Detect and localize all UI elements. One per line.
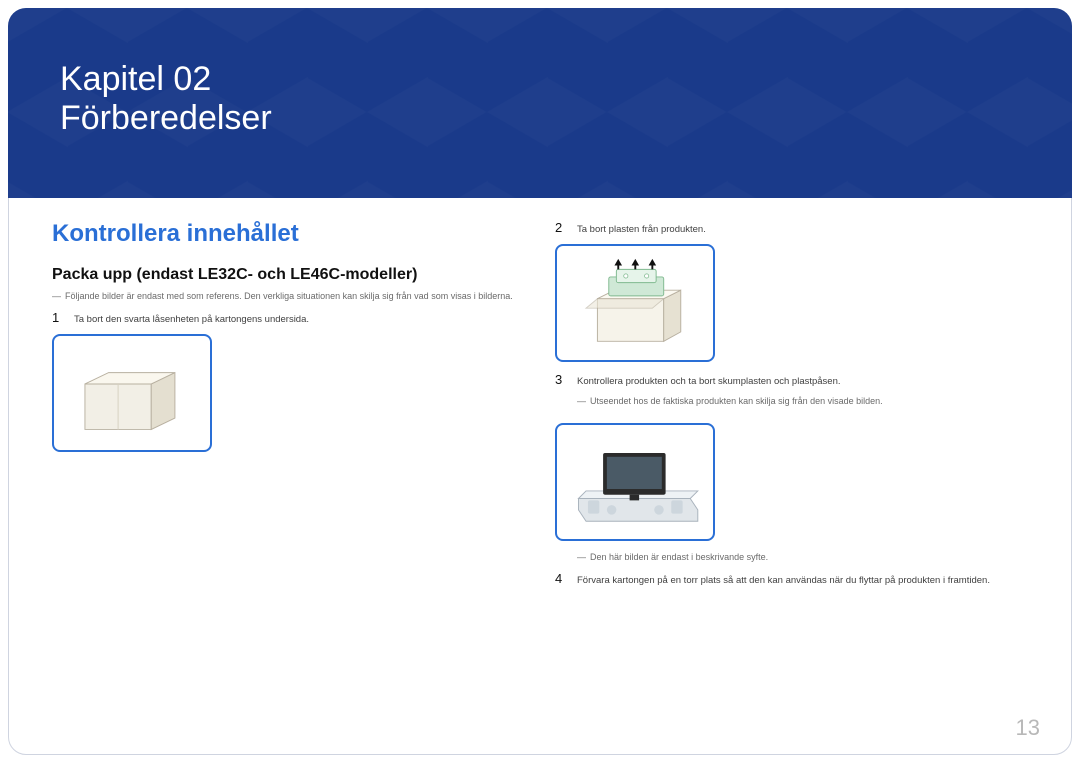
step-4-number: 4	[555, 571, 567, 587]
step-2-number: 2	[555, 220, 567, 236]
subsection-title: Packa upp (endast LE32C- och LE46C-model…	[52, 266, 525, 284]
figure-tv-in-foam	[555, 423, 715, 541]
note-dash-3: ―	[577, 551, 586, 563]
chapter-title: Kapitel 02 Förberedelser	[60, 60, 272, 138]
step-1-text: Ta bort den svarta låsenheten på kartong…	[74, 310, 309, 326]
page-number: 13	[1016, 715, 1040, 741]
content-area: Kontrollera innehållet Packa upp (endast…	[52, 220, 1028, 595]
chapter-banner: Kapitel 02 Förberedelser	[8, 8, 1072, 198]
step-1-number: 1	[52, 310, 64, 326]
step-2-text: Ta bort plasten från produkten.	[577, 220, 706, 236]
note-dash: ―	[52, 290, 61, 302]
step-3-note-text: Utseendet hos de faktiska produkten kan …	[590, 395, 883, 407]
section-title: Kontrollera innehållet	[52, 220, 525, 248]
step-2: 2 Ta bort plasten från produkten.	[555, 220, 1028, 236]
figure-box-open	[555, 244, 715, 362]
step-3-note: ― Utseendet hos de faktiska produkten ka…	[577, 395, 883, 407]
chapter-label: Kapitel 02	[60, 60, 272, 99]
step-4: 4 Förvara kartongen på en torr plats så …	[555, 571, 1028, 587]
step-3-text: Kontrollera produkten och ta bort skumpl…	[577, 375, 883, 388]
chapter-name: Förberedelser	[60, 99, 272, 138]
right-column: 2 Ta bort plasten från produkten.	[555, 220, 1028, 595]
figure-box-closed	[52, 334, 212, 452]
tv-in-foam-icon	[569, 433, 702, 530]
step-4-text: Förvara kartongen på en torr plats så at…	[577, 571, 990, 587]
box-open-icon	[569, 255, 702, 352]
intro-note: ― Följande bilder är endast med som refe…	[52, 290, 525, 302]
intro-note-text: Följande bilder är endast med som refere…	[65, 290, 513, 302]
box-closed-icon	[66, 345, 199, 442]
step-3-note2-text: Den här bilden är endast i beskrivande s…	[590, 551, 768, 563]
note-dash-2: ―	[577, 395, 586, 407]
arrows-up-icon	[614, 259, 656, 269]
step-3-note2: ― Den här bilden är endast i beskrivande…	[577, 551, 1028, 563]
left-column: Kontrollera innehållet Packa upp (endast…	[52, 220, 525, 595]
step-1: 1 Ta bort den svarta låsenheten på karto…	[52, 310, 525, 326]
step-3-number: 3	[555, 372, 567, 414]
step-3: 3 Kontrollera produkten och ta bort skum…	[555, 372, 1028, 414]
